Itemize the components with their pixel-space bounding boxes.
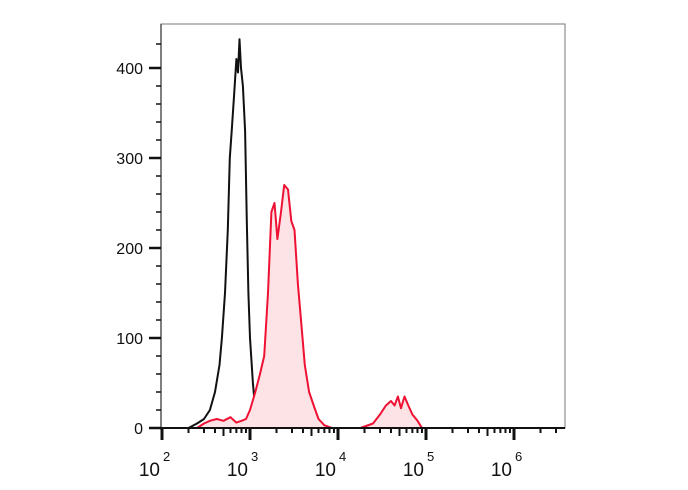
x-tick-base: 10 — [315, 460, 336, 481]
x-tick-label: 102 — [139, 449, 170, 481]
x-tick-base: 10 — [227, 460, 248, 481]
x-tick-exponent: 5 — [427, 449, 434, 464]
x-tick-label: 103 — [227, 449, 258, 481]
x-tick-label: 106 — [491, 449, 522, 481]
y-tick-label: 200 — [116, 241, 143, 258]
x-tick-base: 10 — [403, 460, 424, 481]
x-tick-base: 10 — [491, 460, 512, 481]
x-tick-exponent: 3 — [251, 449, 258, 464]
y-axis: 0 100 200 300 400 — [116, 24, 162, 438]
x-tick-exponent: 4 — [339, 449, 346, 464]
x-tick-label: 104 — [315, 449, 346, 481]
control-histogram-line — [188, 38, 264, 429]
x-tick-exponent: 2 — [163, 449, 170, 464]
x-tick-exponent: 6 — [515, 449, 522, 464]
stained-histogram-line — [196, 184, 423, 429]
y-tick-label: 0 — [134, 421, 143, 438]
series-layer — [188, 38, 423, 429]
y-tick-label: 100 — [116, 331, 143, 348]
x-tick-base: 10 — [139, 460, 160, 481]
y-tick-label: 400 — [116, 61, 143, 78]
plot-border — [160, 23, 566, 429]
plot-frame — [160, 23, 566, 429]
y-tick-label: 300 — [116, 151, 143, 168]
x-tick-label: 105 — [403, 449, 434, 481]
